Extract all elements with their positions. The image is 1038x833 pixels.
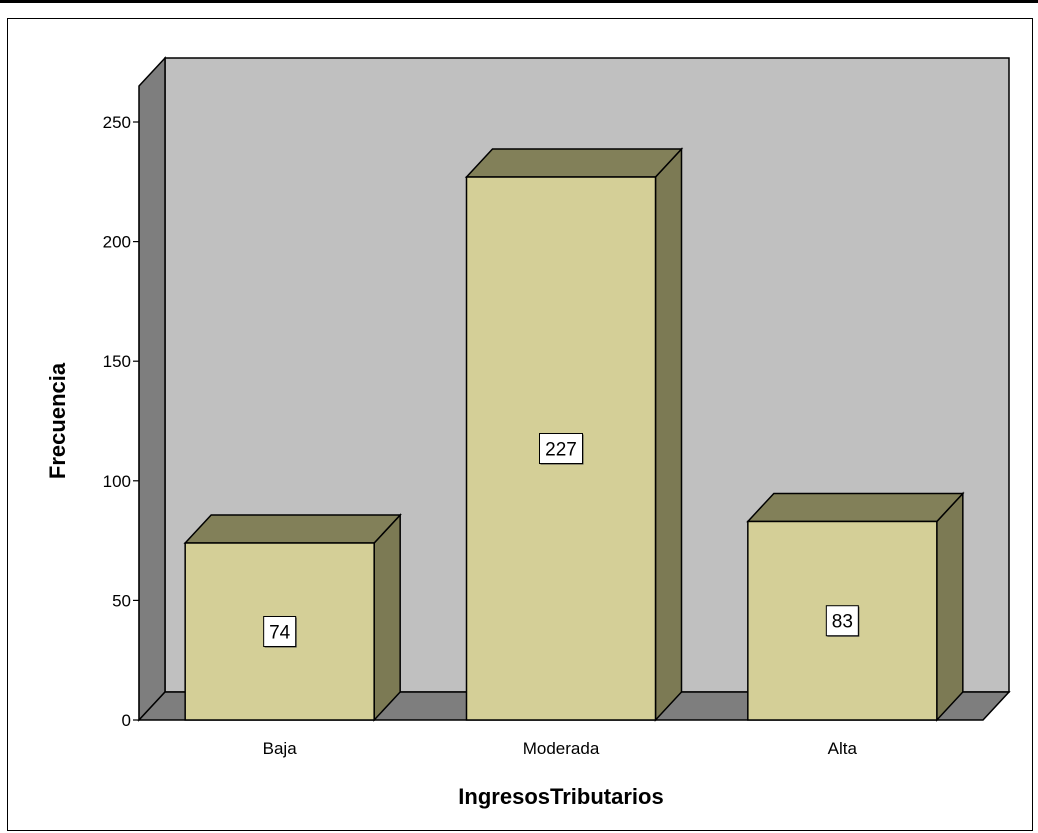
x-axis-labels: Baja Moderada Alta	[263, 739, 858, 758]
bar-side-face	[373, 513, 401, 722]
x-axis-title: IngresosTributarios	[458, 784, 663, 809]
data-label: 227	[545, 440, 577, 461]
data-label-box	[825, 605, 859, 637]
data-label: 74	[269, 622, 291, 643]
top-rule	[0, 0, 1038, 3]
bar-baja: 74	[183, 513, 402, 722]
bar-side-face	[654, 147, 683, 722]
data-label: 83	[832, 612, 853, 633]
bar-side-face	[936, 491, 964, 722]
y-tick-label: 150	[103, 352, 131, 371]
x-tick-label: Moderada	[523, 739, 600, 758]
side-wall	[138, 56, 166, 722]
y-tick-label: 200	[103, 233, 131, 252]
y-tick-label: 250	[103, 113, 131, 132]
bar-top-face	[746, 492, 965, 523]
data-label-box	[263, 615, 297, 647]
y-tick-label: 0	[122, 711, 131, 730]
bar-alta: 83	[746, 491, 965, 722]
bar-top-face	[183, 514, 402, 544]
x-tick-label: Baja	[263, 739, 298, 758]
chart-frame: 0 50 100 150 200 250 74 227 83 Baja Moderada Alta…	[7, 18, 1033, 831]
y-tick-label: 100	[103, 472, 131, 491]
bar-moderada: 227	[464, 147, 684, 722]
y-axis: 0 50 100 150 200 250	[103, 113, 140, 730]
bar-chart: 0 50 100 150 200 250 74 227 83 Baja Moderada Alta…	[45, 56, 1011, 809]
bar-top-face	[464, 148, 684, 178]
x-tick-label: Alta	[828, 739, 858, 758]
y-tick-label: 50	[112, 591, 131, 610]
y-axis-title: Frecuencia	[45, 362, 70, 479]
bars: 74 227 83	[183, 147, 965, 722]
data-label-box	[539, 433, 583, 465]
